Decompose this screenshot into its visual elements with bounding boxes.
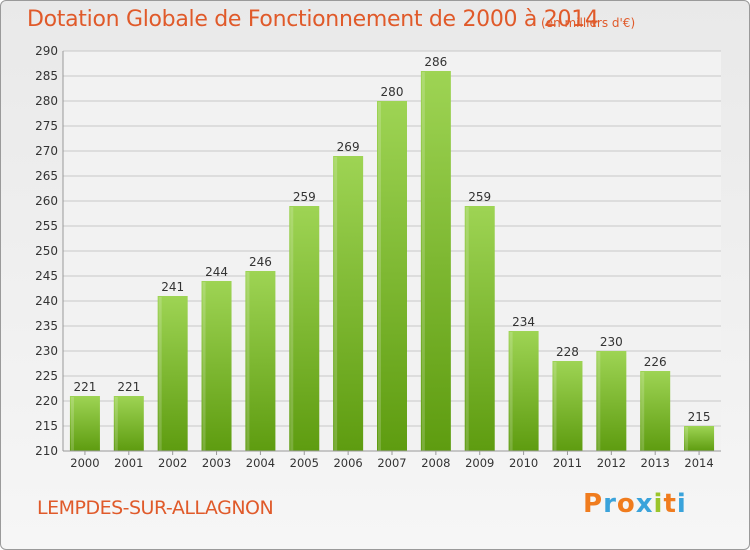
bar-highlight [641,372,645,451]
data-label: 221 [117,380,140,394]
data-label: 286 [424,55,447,69]
bar [333,156,364,451]
bar [464,206,495,451]
x-tick-label: 2005 [290,456,319,470]
bar [552,361,583,451]
x-tick-label: 2002 [158,456,187,470]
x-tick-label: 2011 [553,456,582,470]
x-tick-label: 2009 [465,456,494,470]
data-label: 234 [512,315,535,329]
data-label: 269 [337,140,360,154]
data-label: 241 [161,280,184,294]
bar [245,271,276,451]
data-labels: 221 221 241 244 246 259 269 280 286 259 234 228 230 2… [73,55,710,424]
y-tick-label: 230 [35,344,58,358]
logo-letter: i [653,489,664,519]
y-tick-label: 235 [35,319,58,333]
x-axis: 2000 2001 2002 2003 2004 2005 2006 2007 2008 2009… [70,451,714,470]
bar [596,351,627,451]
y-tick-label: 290 [35,44,58,58]
bar-highlight [70,397,74,451]
data-label: 280 [381,85,404,99]
y-tick-label: 275 [35,119,58,133]
bar-highlight [114,397,118,451]
data-label: 246 [249,255,272,269]
y-tick-label: 245 [35,269,58,283]
logo-letter: x [635,489,654,519]
bar-highlight [378,102,381,451]
chart-title: Dotation Globale de Fonctionnement de 20… [27,7,599,32]
bar [69,396,100,451]
x-tick-label: 2003 [202,456,231,470]
y-tick-label: 260 [35,194,58,208]
y-tick-label: 270 [35,144,58,158]
y-tick-label: 255 [35,219,58,233]
y-tick-label: 215 [35,419,58,433]
x-tick-label: 2006 [333,456,362,470]
bar [684,426,715,451]
y-tick-label: 280 [35,94,58,108]
bar-highlight [290,207,294,451]
y-tick-label: 250 [35,244,58,258]
y-tick-label: 240 [35,294,58,308]
data-label: 221 [73,380,96,394]
bar-highlight [465,207,469,451]
bar-highlight [334,157,338,451]
bar-highlight [202,282,206,451]
y-tick-label: 210 [35,444,58,458]
x-tick-label: 2008 [421,456,450,470]
bar [289,206,320,451]
bar-highlight [421,72,425,451]
x-tick-label: 2014 [684,456,713,470]
data-label: 215 [688,410,711,424]
y-tick-label: 220 [35,394,58,408]
proxiti-logo[interactable]: Proxiti [583,489,687,519]
bars [69,71,715,451]
bar [420,71,451,451]
logo-letter: r [603,489,617,519]
data-label: 228 [556,345,579,359]
bar [640,371,671,451]
bar [201,281,232,451]
y-tick-label: 285 [35,69,58,83]
bar-highlight [597,352,601,451]
bar [508,331,539,451]
bar-highlight [158,297,162,451]
logo-letter: t [663,489,677,519]
bar [157,296,188,451]
bar [113,396,144,451]
bar-highlight [509,332,513,451]
y-tick-label: 265 [35,169,58,183]
bar-highlight [553,362,557,451]
x-tick-label: 2013 [641,456,670,470]
data-label: 244 [205,265,228,279]
bar-highlight [685,427,689,451]
logo-letter: P [583,489,604,519]
bar-highlight [246,272,250,451]
x-tick-label: 2004 [246,456,275,470]
x-tick-label: 2010 [509,456,538,470]
y-tick-label: 225 [35,369,58,383]
x-tick-label: 2001 [114,456,143,470]
data-label: 230 [600,335,623,349]
x-tick-label: 2000 [70,456,99,470]
logo-letter: o [616,489,636,519]
data-label: 259 [293,190,316,204]
x-tick-label: 2007 [377,456,406,470]
data-label: 226 [644,355,667,369]
bar [377,101,407,451]
data-label: 259 [468,190,491,204]
commune-name: LEMPDES-SUR-ALLAGNON [37,497,274,519]
x-tick-label: 2012 [597,456,626,470]
chart-subtitle: (en milliers d'€) [541,16,636,30]
logo-letter: i [676,489,687,519]
